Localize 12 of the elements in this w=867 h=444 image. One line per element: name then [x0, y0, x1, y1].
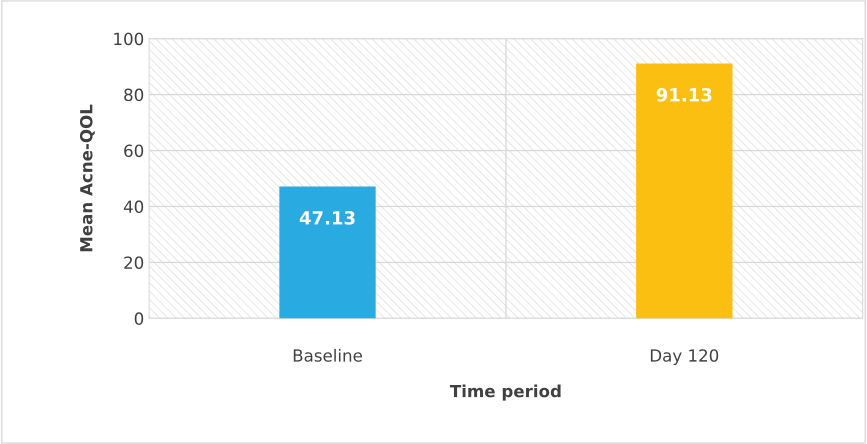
x-tick-label: Day 120 — [650, 349, 718, 366]
y-tick-label: 40 — [124, 200, 144, 214]
y-tick-label: 60 — [124, 144, 144, 158]
data-label: 91.13 — [656, 88, 712, 102]
y-tick-label: 100 — [114, 32, 144, 46]
y-tick-label: 20 — [124, 256, 144, 269]
y-tick-label: 0 — [134, 312, 144, 325]
x-axis-title: Time period — [450, 384, 561, 401]
y-axis-title: Mean Acne-QOL — [80, 104, 95, 252]
x-tick-label: Baseline — [294, 348, 362, 362]
y-tick-label: 80 — [124, 88, 144, 102]
data-label: 47.13 — [300, 211, 355, 225]
